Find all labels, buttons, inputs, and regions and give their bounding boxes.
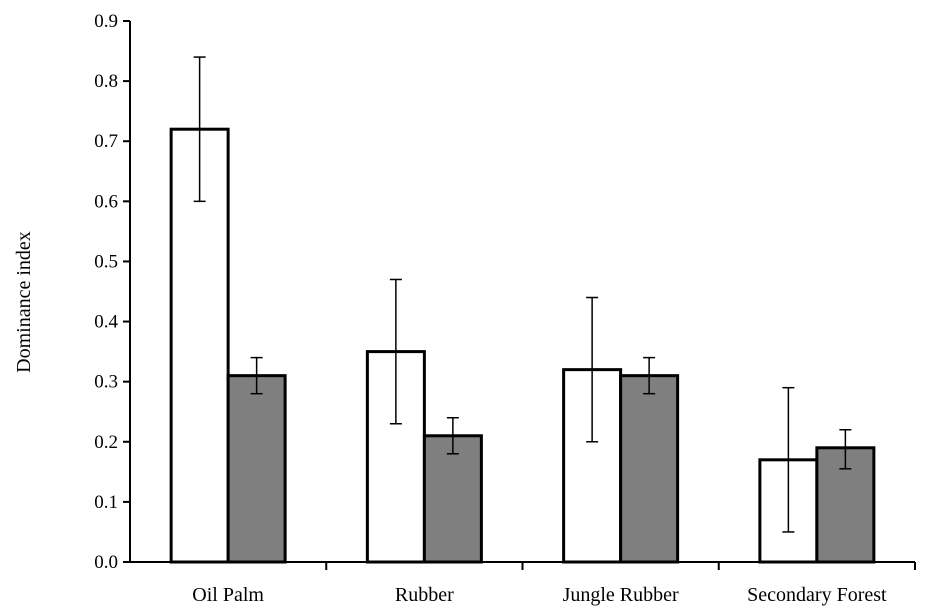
y-axis-title: Dominance index	[13, 231, 35, 373]
bar-series-2-rubber	[422, 434, 483, 564]
x-category-label: Secondary Forest	[747, 584, 887, 606]
x-category-label: Oil Palm	[192, 584, 264, 606]
y-tick-label: 0.2	[94, 432, 118, 453]
y-tick-label: 0.5	[94, 251, 118, 272]
y-tick-label: 0.3	[94, 372, 118, 393]
y-tick-label: 0.7	[94, 131, 118, 152]
plot-area: 0.0 0.1 0.2 0.3 0.4 0.5 0.6 0.7 0.8 0.9 Oil Palm Ru…	[94, 11, 916, 606]
bar-series-2-jungle-rubber	[619, 374, 680, 564]
bar-series-2-oil-palm	[226, 374, 287, 564]
x-category-label: Jungle Rubber	[563, 584, 679, 606]
y-tick-label: 0.1	[94, 492, 118, 513]
x-category-label: Rubber	[395, 584, 454, 606]
y-tick-label: 0.6	[94, 191, 118, 212]
bar-series-1-oil-palm	[169, 127, 230, 564]
y-tick-label: 0.4	[94, 312, 118, 333]
y-tick-label: 0.8	[94, 71, 118, 92]
y-tick-label: 0.9	[94, 11, 118, 32]
y-tick-label: 0.0	[94, 552, 118, 573]
